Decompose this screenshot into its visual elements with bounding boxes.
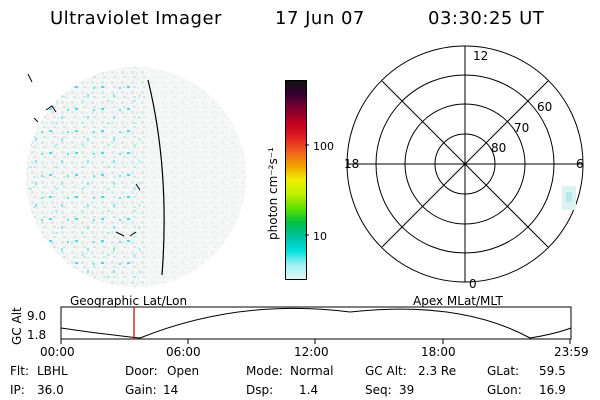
header-time: 03:30:25 UT: [428, 8, 545, 29]
lat-label-60: 60: [537, 100, 552, 114]
mlt-label-18: 18: [344, 157, 359, 171]
mode-label: Mode:: [246, 364, 283, 378]
seq-value: 39: [399, 383, 415, 397]
glat-value: 59.5: [539, 364, 566, 378]
time-tick-0600: 06:00: [166, 345, 201, 359]
terminator-line: [147, 79, 165, 276]
glon-value: 16.9: [539, 383, 566, 397]
filter-value: LBHL: [37, 364, 68, 378]
gain-label: Gain:: [125, 383, 157, 397]
altitude-orbit-plot: [60, 306, 572, 344]
colorbar-tick-10: 10: [313, 230, 327, 243]
mode-value: Normal: [290, 364, 334, 378]
ip-label: IP:: [10, 383, 25, 397]
time-tick-1200: 12:00: [294, 345, 329, 359]
gc-alt-label: GC Alt:: [365, 364, 407, 378]
dsp-label: Dsp:: [246, 383, 274, 397]
filter-label: Flt:: [10, 364, 29, 378]
glat-label: GLat:: [487, 364, 520, 378]
mlt-label-12: 12: [473, 49, 488, 63]
time-tick-1800: 18:00: [421, 345, 456, 359]
time-tick-0000: 00:00: [40, 345, 75, 359]
instrument-title: Ultraviolet Imager: [50, 8, 222, 29]
door-value: Open: [167, 364, 200, 378]
geo-latlon-title: Geographic Lat/Lon: [70, 294, 188, 308]
mlt-label-6: 6: [576, 157, 584, 171]
altitude-ytick-min: 1.8: [27, 328, 47, 342]
ip-value: 36.0: [37, 383, 64, 397]
header-date: 17 Jun 07: [275, 8, 365, 29]
dsp-value: 1.4: [299, 383, 319, 397]
colorbar-tick-100: 100: [313, 140, 334, 153]
colorbar-unit-label: photon cm⁻²s⁻¹: [266, 147, 280, 240]
gc-alt-value: 2.3 Re: [418, 364, 457, 378]
seq-label: Seq:: [365, 383, 392, 397]
glon-label: GLon:: [487, 383, 522, 397]
door-label: Door:: [125, 364, 158, 378]
mlt-label-0: 0: [469, 277, 477, 291]
color-scale-ticks: 100 10: [305, 140, 334, 243]
gain-value: 14: [163, 383, 179, 397]
color-scale-bar: [285, 80, 307, 280]
altitude-ylabel: GC Alt: [10, 307, 24, 345]
lat-label-80: 80: [491, 141, 506, 155]
geographic-image-panel: [26, 67, 246, 287]
polar-mlt-plot: 12 18 6 0 60 70 80: [344, 45, 584, 291]
apex-mlat-mlt-title: Apex MLat/MLT: [413, 294, 503, 308]
altitude-ytick-max: 9.0: [27, 309, 47, 323]
time-tick-2359: 23:59: [554, 345, 589, 359]
lat-label-70: 70: [514, 121, 529, 135]
